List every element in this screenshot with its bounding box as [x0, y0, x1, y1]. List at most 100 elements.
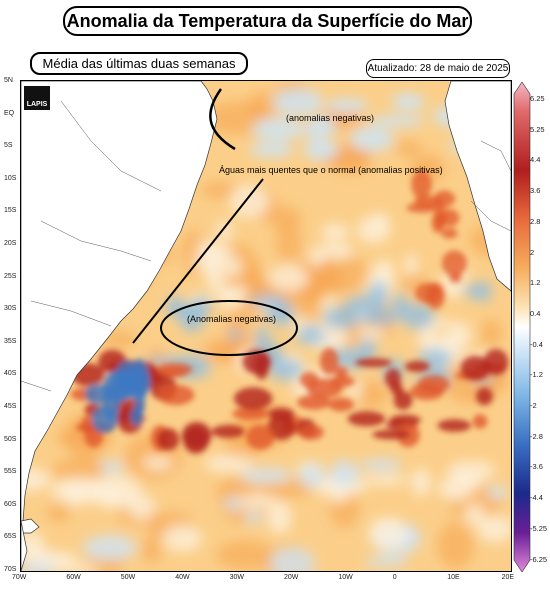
sst-anomaly-map [20, 80, 512, 572]
anomaly-blob [314, 252, 368, 294]
anomaly-blob [266, 206, 302, 230]
lat-tick: 55S [4, 468, 17, 476]
lon-tick: 60W [66, 574, 81, 581]
tierra-del-fuego [21, 518, 40, 534]
colorbar-label: -4.4 [530, 493, 543, 503]
anomaly-blob [161, 369, 188, 378]
anomaly-blob [449, 272, 462, 284]
annotation-negative-north: (anomalias negativas) [286, 113, 375, 123]
anomaly-blob [417, 325, 437, 354]
annotation-ellipse [160, 300, 298, 356]
anomaly-blob [249, 142, 295, 158]
anomaly-blob [480, 318, 502, 348]
country-borders [21, 100, 511, 392]
updated-date: Atualizado: 28 de maio de 2025 [366, 59, 510, 78]
anomaly-blob [447, 321, 472, 350]
lon-tick: 20E [501, 574, 515, 581]
lat-tick: 35S [4, 337, 17, 345]
anomaly-blob [46, 503, 71, 522]
anomaly-blob [298, 424, 324, 440]
lon-tick: 10W [338, 574, 353, 581]
map-subtitle: Média das últimas duas semanas [30, 52, 248, 75]
anomaly-blob [411, 170, 432, 200]
anomaly-blob [389, 414, 421, 426]
lat-tick: 30S [4, 305, 17, 313]
anomaly-blob [399, 93, 425, 110]
anomaly-blob [441, 228, 458, 239]
colorbar-label: -2.8 [530, 431, 543, 441]
colorbar-label: 2.8 [530, 216, 541, 226]
anomaly-blob [437, 522, 474, 569]
anomaly-blob [269, 546, 315, 571]
anomaly-blob [267, 501, 292, 534]
anomaly-blob [464, 503, 485, 525]
annotation-line [132, 178, 264, 344]
anomaly-blob [163, 524, 202, 552]
anomaly-blob [200, 181, 238, 199]
anomaly-blob [203, 240, 232, 264]
anomaly-blob [384, 368, 402, 389]
anomaly-blob [298, 463, 325, 488]
anomaly-blob [475, 387, 493, 406]
colorbar-label: -2 [530, 401, 537, 410]
anomaly-blob [178, 305, 205, 332]
anomaly-blob [456, 475, 484, 490]
colorbar-label: 2 [530, 247, 535, 257]
anomaly-blob [433, 190, 456, 208]
anomaly-blob [361, 310, 399, 326]
map-title: Anomalia da Temperatura da Superfície do… [63, 6, 472, 36]
anomaly-blob [401, 302, 435, 330]
anomaly-blob [232, 407, 269, 420]
anomaly-blob [487, 485, 508, 500]
anomaly-blob [252, 117, 301, 142]
colorbar-label: 4.4 [530, 155, 541, 165]
land [21, 81, 511, 571]
lon-tick: 30W [229, 574, 244, 581]
lat-tick: 70S [4, 566, 17, 573]
anomaly-blob [309, 114, 334, 135]
lon-tick: 70W [12, 574, 27, 581]
africa [444, 81, 511, 292]
lapis-logo: LAPIS [24, 86, 50, 110]
anomaly-blob [369, 281, 388, 302]
annotation-negative-south: (Anomalias negativas) [187, 314, 277, 324]
anomaly-blob [205, 101, 269, 135]
lat-tick: 5S [4, 142, 13, 150]
anomaly-blob [441, 250, 467, 277]
anomaly-blob [355, 358, 392, 368]
anomaly-blob [224, 496, 242, 512]
lat-tick: 60S [4, 500, 17, 508]
coast-southwest [21, 520, 28, 571]
anomaly-blob [230, 184, 269, 219]
colorbar [513, 82, 531, 572]
anomaly-blob [66, 481, 85, 507]
anomaly-blob [267, 413, 296, 440]
colorbar-label: -5.25 [530, 523, 548, 533]
anomaly-blob [364, 556, 409, 567]
anomaly-blob [317, 243, 355, 260]
anomaly-blob [368, 516, 408, 550]
anomaly-blob [393, 391, 413, 410]
anomaly-blob [255, 326, 270, 347]
colorbar-label: -3.6 [530, 462, 543, 472]
anomaly-blob [431, 212, 445, 234]
anomaly-blob [350, 126, 394, 152]
anomaly-blob [228, 329, 243, 340]
anomaly-blob [310, 247, 323, 269]
anomaly-blob [476, 281, 492, 302]
anomaly-blob [360, 458, 403, 472]
lat-tick: 65S [4, 533, 17, 541]
anomaly-blob [233, 387, 273, 410]
lat-tick: 10S [4, 174, 17, 182]
anomaly-blob [321, 223, 349, 242]
lon-tick: 20W [284, 574, 299, 581]
anomaly-blob [483, 348, 509, 376]
anomaly-blob [460, 355, 491, 381]
anomaly-blob [409, 382, 444, 401]
anomaly-blob [447, 460, 496, 480]
anomaly-blob [328, 397, 354, 412]
anomaly-blob [226, 256, 242, 277]
anomaly-blob [22, 550, 78, 565]
anomaly-blob [404, 360, 430, 373]
map-canvas [21, 81, 511, 571]
